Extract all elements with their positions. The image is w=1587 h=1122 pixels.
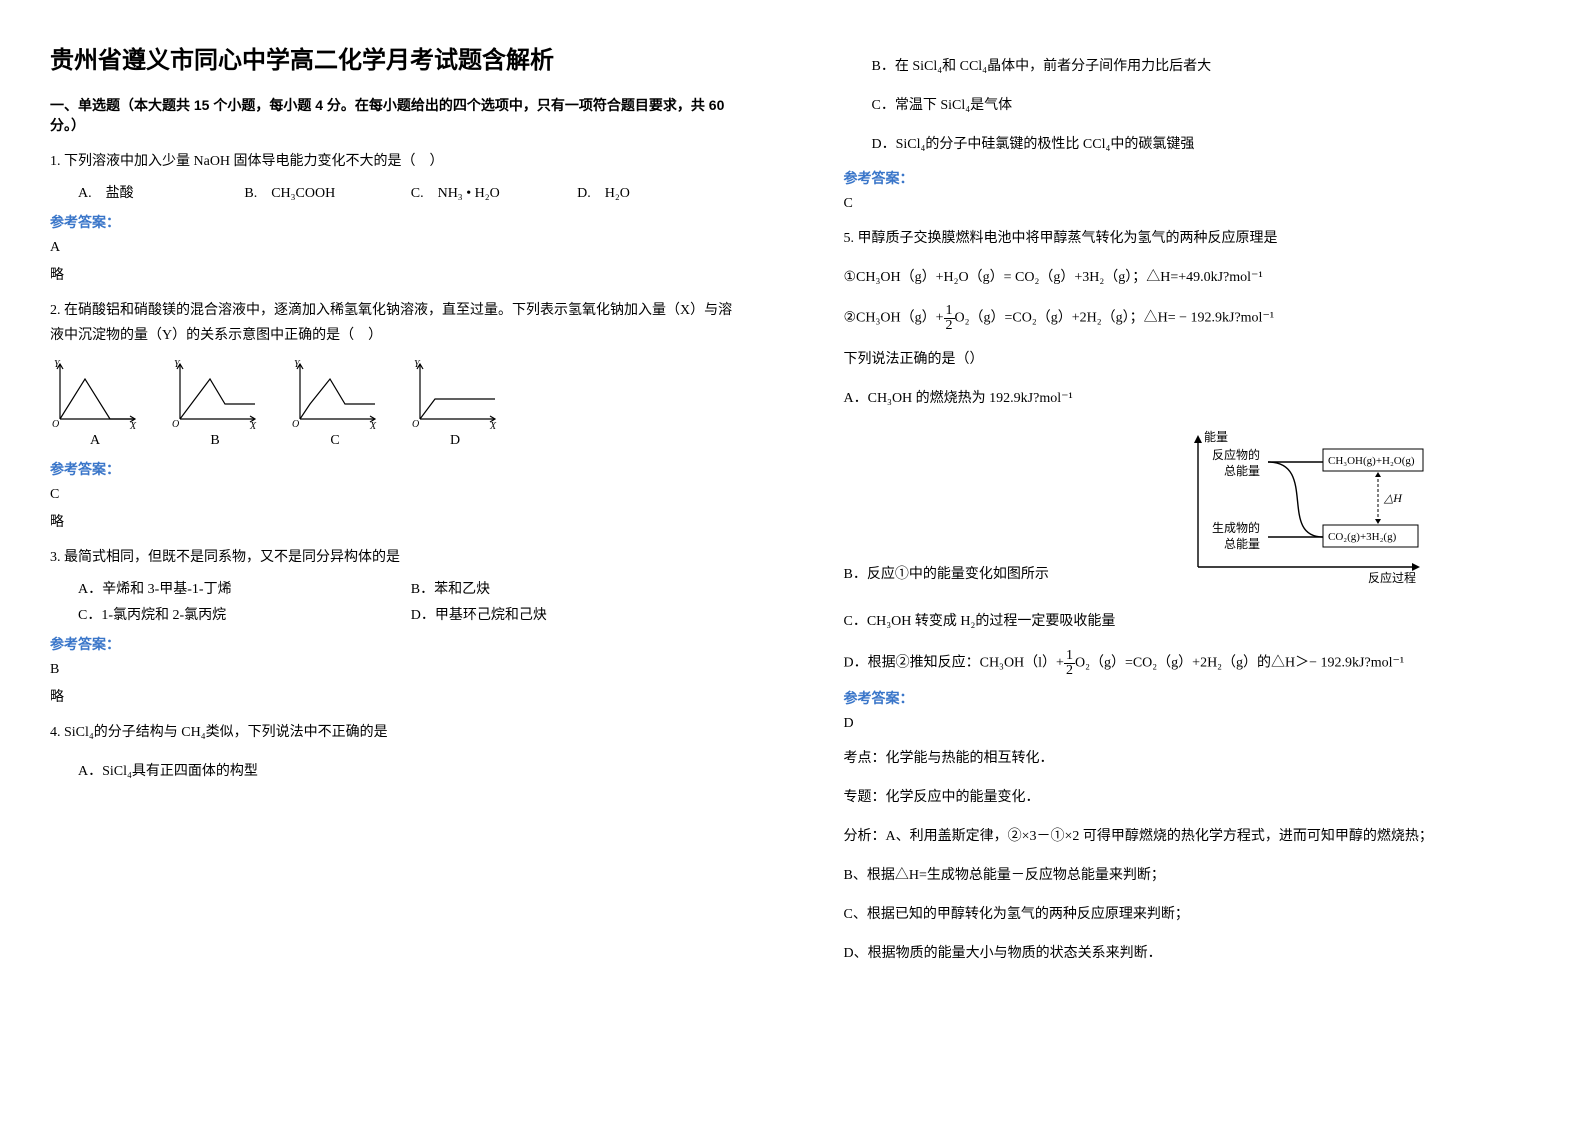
diagram-top-lbl2: 总能量 <box>1224 464 1260 478</box>
q3-opt-A: A．辛烯和 3-甲基-1-丁烯 <box>78 578 411 598</box>
q4-ans: C <box>844 196 1538 212</box>
q4-opt-C: C．常温下 SiCl₄是气体 <box>872 93 1538 118</box>
q3-omit: 略 <box>50 686 744 706</box>
q2-graph-C: Y O X C <box>290 359 380 449</box>
q4-ans-label: 参考答案： <box>844 168 1538 188</box>
axis-x: X <box>489 421 497 429</box>
q5-kd: 考点：化学能与热能的相互转化． <box>844 746 1538 771</box>
q3-opt-B: B．苯和乙炔 <box>411 578 744 598</box>
diagram-bot-lbl1: 生成物的 <box>1212 520 1260 535</box>
q2-label-C: C <box>290 433 380 449</box>
q3-row2: C．1-氯丙烷和 2-氯丙烷 D．甲基环己烷和己炔 <box>78 604 744 624</box>
q5-eq2-pre: ②CH₃OH（g）+ <box>844 311 944 326</box>
q5-energy-diagram: 能量 CH₃OH(g)+H₂O(g) 反应物的 总能量 CO₂(g)+3H₂(g… <box>1168 427 1428 587</box>
q2-graph-D: Y O X D <box>410 359 500 449</box>
q5-optB-row: B．反应①中的能量变化如图所示 能量 CH₃OH(g)+H₂O(g) 反应物的 … <box>844 419 1538 595</box>
axis-o: O <box>172 419 179 429</box>
q2-graph-A: Y O X A <box>50 359 140 449</box>
q5-optD-post: O₂（g）=CO₂（g）+2H₂（g）的△H＞− 192.9kJ?mol⁻¹ <box>1075 655 1404 670</box>
q5-fx: 分析：A、利用盖斯定律，②×3－①×2 可得甲醇燃烧的热化学方程式，进而可知甲醇… <box>844 824 1538 849</box>
q5-opt-D: D．根据②推知反应：CH₃OH（l）+12O₂（g）=CO₂（g）+2H₂（g）… <box>844 649 1538 678</box>
axis-x: X <box>129 421 137 429</box>
q1-opt-D: D. H₂O <box>577 182 743 202</box>
q2-ans-label: 参考答案： <box>50 459 744 479</box>
q5-zt: 专题：化学反应中的能量变化． <box>844 785 1538 810</box>
q2-stem: 2. 在硝酸铝和硝酸镁的混合溶液中，逐滴加入稀氢氧化钠溶液，直至过量。下列表示氢… <box>50 298 744 348</box>
q1-stem: 1. 下列溶液中加入少量 NaOH 固体导电能力变化不大的是（ ） <box>50 149 744 174</box>
q1-ans-label: 参考答案： <box>50 212 744 232</box>
q5-optD-frac-top: 1 <box>1064 649 1075 664</box>
page-title: 贵州省遵义市同心中学高二化学月考试题含解析 <box>50 40 744 75</box>
diagram-xaxis-label: 反应过程 <box>1368 570 1416 585</box>
diagram-dH: △H <box>1383 491 1403 505</box>
q5-ans-label: 参考答案： <box>844 688 1538 708</box>
q5-eq1: ①CH₃OH（g）+H₂O（g）= CO₂（g）+3H₂（g）；△H=+49.0… <box>844 265 1538 290</box>
q4-opt-A: A．SiCl₄具有正四面体的构型 <box>78 759 744 784</box>
q5-optD-pre: D．根据②推知反应：CH₃OH（l）+ <box>844 655 1064 670</box>
q5-sub: 下列说法正确的是（） <box>844 347 1538 372</box>
axis-x: X <box>249 421 257 429</box>
q5-fxC: C、根据已知的甲醇转化为氢气的两种反应原理来判断； <box>844 902 1538 927</box>
q3-stem: 3. 最简式相同，但既不是同系物，又不是同分异构体的是 <box>50 545 744 570</box>
axis-o: O <box>412 419 419 429</box>
q2-omit: 略 <box>50 511 744 531</box>
q2-graphs: Y O X A Y O X B <box>50 359 744 449</box>
q5-eq2-frac-bot: 2 <box>944 319 955 333</box>
q1-opt-C: C. NH₃ • H₂O <box>411 182 577 202</box>
q5-optD-frac-bot: 2 <box>1064 664 1075 678</box>
q5-eq2-post: O₂（g）=CO₂（g）+2H₂（g）；△H= − 192.9kJ?mol⁻¹ <box>955 311 1275 326</box>
q2-label-A: A <box>50 433 140 449</box>
q4-opt-B: B．在 SiCl₄和 CCl₄晶体中，前者分子间作用力比后者大 <box>872 54 1538 79</box>
q3-ans: B <box>50 662 744 678</box>
q1-omit: 略 <box>50 264 744 284</box>
diagram-bot-box: CO₂(g)+3H₂(g) <box>1328 531 1397 543</box>
q5-opt-C: C．CH₃OH 转变成 H₂的过程一定要吸收能量 <box>844 609 1538 634</box>
right-column: B．在 SiCl₄和 CCl₄晶体中，前者分子间作用力比后者大 C．常温下 Si… <box>794 0 1587 1122</box>
q3-row1: A．辛烯和 3-甲基-1-丁烯 B．苯和乙炔 <box>78 578 744 598</box>
q3-opt-C: C．1-氯丙烷和 2-氯丙烷 <box>78 604 411 624</box>
section-heading: 一、单选题（本大题共 15 个小题，每小题 4 分。在每小题给出的四个选项中，只… <box>50 95 744 135</box>
q2-label-B: B <box>170 433 260 449</box>
axis-o: O <box>52 419 59 429</box>
q1-ans: A <box>50 240 744 256</box>
q5-opt-A: A．CH₃OH 的燃烧热为 192.9kJ?mol⁻¹ <box>844 386 1538 411</box>
q3-opt-D: D．甲基环己烷和己炔 <box>411 604 744 624</box>
axis-x: X <box>369 421 377 429</box>
q5-stem: 5. 甲醇质子交换膜燃料电池中将甲醇蒸气转化为氢气的两种反应原理是 <box>844 226 1538 251</box>
q5-opt-B: B．反应①中的能量变化如图所示 <box>844 562 1049 587</box>
q5-ans: D <box>844 716 1538 732</box>
q5-fxB: B、根据△H=生成物总能量－反应物总能量来判断； <box>844 863 1538 888</box>
diagram-top-box: CH₃OH(g)+H₂O(g) <box>1328 455 1415 467</box>
q4-opt-D: D．SiCl₄的分子中硅氯键的极性比 CCl₄中的碳氯键强 <box>872 132 1538 157</box>
q5-fxD: D、根据物质的能量大小与物质的状态关系来判断． <box>844 941 1538 966</box>
q2-graph-B: Y O X B <box>170 359 260 449</box>
q5-eq2: ②CH₃OH（g）+12O₂（g）=CO₂（g）+2H₂（g）；△H= − 19… <box>844 304 1538 333</box>
q3-ans-label: 参考答案： <box>50 634 744 654</box>
q2-ans: C <box>50 487 744 503</box>
q1-opt-A: A. 盐酸 <box>78 182 244 202</box>
diagram-top-lbl1: 反应物的 <box>1212 447 1260 462</box>
diagram-yaxis-label: 能量 <box>1204 430 1228 444</box>
q1-options: A. 盐酸 B. CH₃COOH C. NH₃ • H₂O D. H₂O <box>78 182 744 202</box>
axis-o: O <box>292 419 299 429</box>
left-column: 贵州省遵义市同心中学高二化学月考试题含解析 一、单选题（本大题共 15 个小题，… <box>0 0 794 1122</box>
q2-label-D: D <box>410 433 500 449</box>
diagram-bot-lbl2: 总能量 <box>1224 537 1260 551</box>
q1-opt-B: B. CH₃COOH <box>244 182 410 202</box>
q5-eq2-frac-top: 1 <box>944 304 955 319</box>
q4-stem: 4. SiCl₄的分子结构与 CH₄类似，下列说法中不正确的是 <box>50 720 744 745</box>
